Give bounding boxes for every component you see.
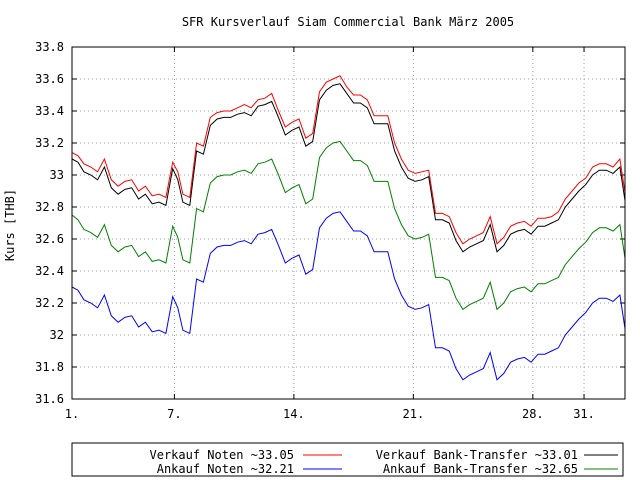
legend-label: Ankauf Noten ~32.21 bbox=[157, 462, 294, 476]
legend: Verkauf Noten ~33.05 Verkauf Bank-Transfe… bbox=[71, 442, 624, 477]
x-tick-label: 14. bbox=[283, 407, 305, 421]
y-tick-label: 33.8 bbox=[35, 40, 64, 54]
legend-label: Verkauf Bank-Transfer ~33.01 bbox=[376, 448, 578, 462]
y-axis-ticks: 31.6 31.8 32 32.2 32.4 32.6 32.8 33 33.2 33.4 33.6… bbox=[35, 40, 625, 406]
x-tick-label: 28. bbox=[522, 407, 544, 421]
y-tick-label: 32.6 bbox=[35, 232, 64, 246]
chart-title: SFR Kursverlauf Siam Commercial Bank Mär… bbox=[182, 15, 514, 29]
grid-lines bbox=[72, 47, 625, 399]
y-tick-label: 32 bbox=[50, 328, 64, 342]
y-tick-label: 32.2 bbox=[35, 296, 64, 310]
x-tick-label: 21. bbox=[403, 407, 425, 421]
plot-frame bbox=[71, 46, 626, 400]
y-tick-label: 32.8 bbox=[35, 200, 64, 214]
x-axis-ticks: 1. 7. 14. 21. 28. 31. bbox=[65, 47, 595, 421]
x-tick-label: 1. bbox=[65, 407, 79, 421]
y-tick-label: 33.4 bbox=[35, 104, 64, 118]
y-tick-label: 31.6 bbox=[35, 392, 64, 406]
series-line bbox=[71, 83, 626, 253]
series-line bbox=[71, 140, 626, 311]
y-tick-label: 33.2 bbox=[35, 136, 64, 150]
series-line bbox=[71, 75, 626, 245]
series-line bbox=[71, 211, 626, 381]
x-tick-label: 31. bbox=[573, 407, 595, 421]
legend-label: Verkauf Noten ~33.05 bbox=[150, 448, 295, 462]
series-lines bbox=[71, 75, 626, 381]
y-tick-label: 33.6 bbox=[35, 72, 64, 86]
y-tick-label: 33 bbox=[50, 168, 64, 182]
y-tick-label: 32.4 bbox=[35, 264, 64, 278]
legend-label: Ankauf Bank-Transfer ~32.65 bbox=[383, 462, 578, 476]
legend-frame bbox=[71, 442, 624, 477]
y-tick-label: 31.8 bbox=[35, 360, 64, 374]
y-axis-label: Kurs [THB] bbox=[3, 189, 17, 261]
x-tick-label: 7. bbox=[167, 407, 181, 421]
